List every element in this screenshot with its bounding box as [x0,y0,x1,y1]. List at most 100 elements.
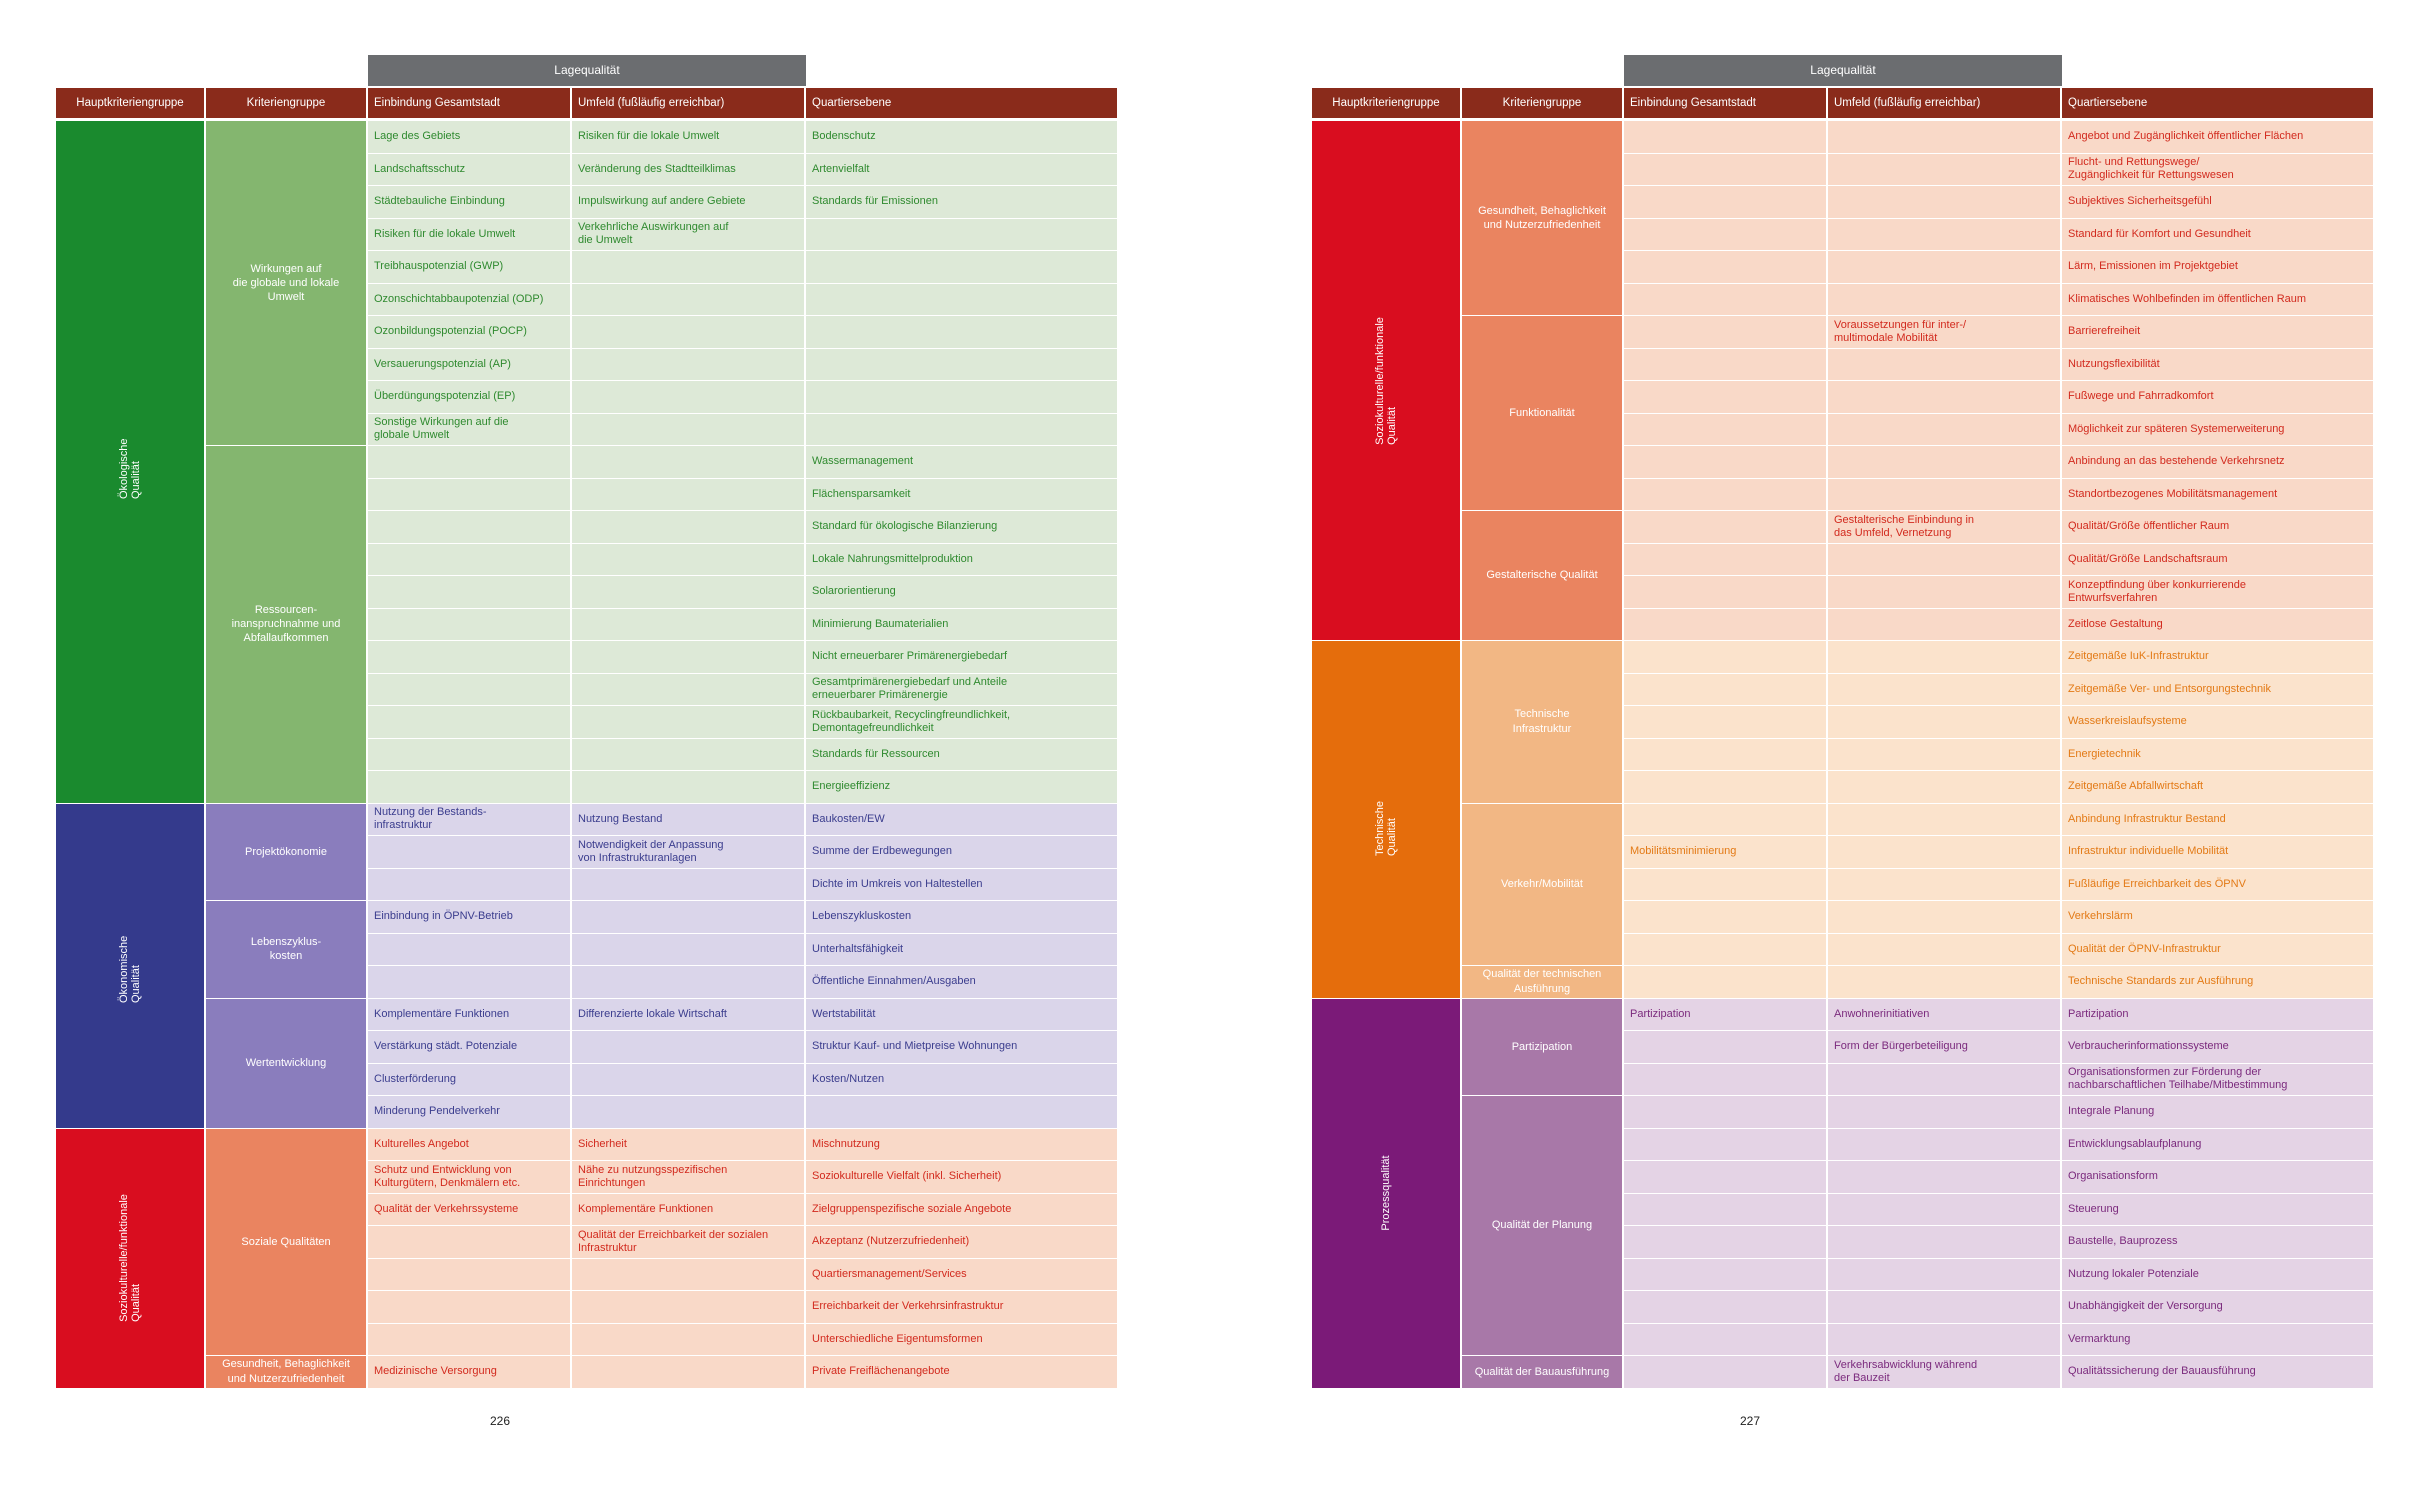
table-row: Subjektives Sicherheitsgefühl [1624,186,2373,219]
criteria-group-cell: Technische Infrastruktur [1462,641,1622,803]
table-cell [1624,413,1826,445]
table-cell: Verbraucherinformationssysteme [2062,1031,2373,1063]
criteria-group-label: Funktionalität [1509,406,1575,419]
criteria-group-cell: Ressourcen- inanspruchnahme und Abfallau… [206,446,366,803]
table-cell: Subjektives Sicherheitsgefühl [2062,186,2373,218]
table-row: Technische Standards zur Ausführung [1624,966,2373,999]
column-header: Kriteriengruppe [1462,88,1622,118]
page-number: 227 [1740,1414,1761,1428]
table-row: Städtebauliche Einbindung Impulswirkung a… [368,186,1117,219]
table-cell: Barrierefreiheit [2062,316,2373,348]
criteria-group-label: Lebenszyklus- kosten [250,935,322,963]
table-cell [1624,283,1826,315]
table-cell: Risiken für die lokale Umwelt [572,121,804,153]
table-cell: Wasserkreislaufsysteme [2062,706,2373,738]
table-row: Zeitgemäße Abfallwirtschaft [1624,771,2373,804]
table-row: Versauerungspotenzial (AP) [368,348,1117,382]
table-row: Wassermanagement [368,446,1117,479]
table-row: Zeitgemäße Ver- und Entsorgungstechnik [1624,673,2373,707]
table-cell: Zeitgemäße Abfallwirtschaft [2062,771,2373,803]
table-cell [572,576,804,608]
table-row: Vermarktung [1624,1323,2373,1357]
criteria-group-cell: Funktionalität [1462,316,1622,510]
table-cell [1624,218,1826,250]
column-header: Quartiersebene [806,88,1117,118]
lagequalitaet-header: Lagequalität [368,55,806,86]
table-cell [806,251,1117,283]
column-header-row: Hauptkriteriengruppe Kriteriengruppe Einbi… [56,88,1117,118]
table-cell [1624,1063,1826,1095]
table-row: Qualität der ÖPNV-Infrastruktur [1624,933,2373,967]
table-cell: Gestalterische Einbindung in das Umfeld,… [1828,511,2060,543]
criteria-group-label: Qualität der Planung [1491,1219,1593,1232]
criteria-group-label: Gesundheit, Behaglichkeit und Nutzerzufr… [222,1358,350,1385]
table-cell [1624,641,1826,673]
table-cell: Komplementäre Funktionen [368,998,570,1030]
table-cell: Einbindung in ÖPNV-Betrieb [368,901,570,933]
table-cell: Private Freiflächenangebote [806,1356,1117,1388]
column-header: Hauptkriteriengruppe [1312,88,1460,118]
table-cell [1624,901,1826,933]
criteria-group-cell: Partizipation [1462,998,1622,1095]
table-row: Möglichkeit zur späteren Systemerweiteru… [1624,413,2373,447]
table-row: Nicht erneuerbarer Primärenergiebedarf [368,641,1117,674]
table-cell [1828,868,2060,900]
main-criteria-group-cell: Technische Qualität [1312,641,1460,998]
table-cell: Städtebauliche Einbindung [368,186,570,218]
table-row: Ozonbildungspotenzial (POCP) [368,316,1117,349]
main-criteria-group-label: Soziokulturelle/funktionale Qualität [118,1194,142,1322]
table-cell [1624,153,1826,185]
table-cell [1828,1193,2060,1225]
table-row: Mobilitätsminimierung Infrastruktur indiv… [1624,836,2373,869]
criteria-group-label: Ressourcen- inanspruchnahme und Abfallau… [231,603,341,645]
criteria-group-cell: Qualität der Bauausführung [1462,1356,1622,1388]
table-cell: Fußwege und Fahrradkomfort [2062,381,2373,413]
main-criteria-group-cell: Prozessqualität [1312,998,1460,1388]
table-row: Nutzung der Bestands- infrastruktur Nutzu… [368,803,1117,837]
table-cell: Komplementäre Funktionen [572,1193,804,1225]
table-cell: Verkehrsabwicklung während der Bauzeit [1828,1356,2060,1388]
table-row: Einbindung in ÖPNV-Betrieb Lebenszyklusko… [368,901,1117,934]
table-cell [1828,381,2060,413]
criteria-group-cell: Lebenszyklus- kosten [206,901,366,998]
table-cell [572,901,804,933]
table-cell [1828,803,2060,835]
table-cell [1624,1128,1826,1160]
page-226: Lagequalität Hauptkriteriengruppe Kriterie… [0,0,1205,1500]
table-cell [368,1226,570,1258]
table-cell: Impulswirkung auf andere Gebiete [572,186,804,218]
table-row: Anbindung Infrastruktur Bestand [1624,803,2373,837]
table-row: Qualität der Erreichbarkeit der sozialen… [368,1226,1117,1259]
table-row: Landschaftsschutz Veränderung des Stadtte… [368,153,1117,187]
table-row: Komplementäre Funktionen Differenzierte l… [368,998,1117,1032]
table-cell [1624,1031,1826,1063]
table-cell [1624,771,1826,803]
criteria-group-label: Qualität der Bauausführung [1474,1365,1610,1378]
table-cell [1624,608,1826,640]
table-row: Quartiersmanagement/Services [368,1258,1117,1292]
table-cell: Rückbaubarkeit, Recyclingfreundlichkeit,… [806,706,1117,738]
table-row: Risiken für die lokale Umwelt Verkehrlich… [368,218,1117,252]
table-cell [368,738,570,770]
table-cell [1828,706,2060,738]
table-cell [572,1258,804,1290]
table-row: Standards für Ressourcen [368,738,1117,772]
table-cell: Kulturelles Angebot [368,1128,570,1160]
table-row: Nutzungsflexibilität [1624,348,2373,382]
table-cell [368,1323,570,1355]
criteria-group-cell: Wirkungen auf die globale und lokale Umw… [206,121,366,445]
table-cell: Qualitätssicherung der Bauausführung [2062,1356,2373,1388]
table-cell [572,251,804,283]
table-row: Treibhauspotenzial (GWP) [368,251,1117,284]
table-cell [806,316,1117,348]
table-cell [1624,1356,1826,1388]
table-cell [368,868,570,900]
table-cell [1828,1258,2060,1290]
table-cell: Verkehrliche Auswirkungen auf die Umwelt [572,218,804,250]
table-cell [1624,543,1826,575]
table-cell [368,1291,570,1323]
table-cell: Versauerungspotenzial (AP) [368,348,570,380]
table-cell [1624,511,1826,543]
table-cell: Energieeffizienz [806,771,1117,803]
table-cell: Steuerung [2062,1193,2373,1225]
